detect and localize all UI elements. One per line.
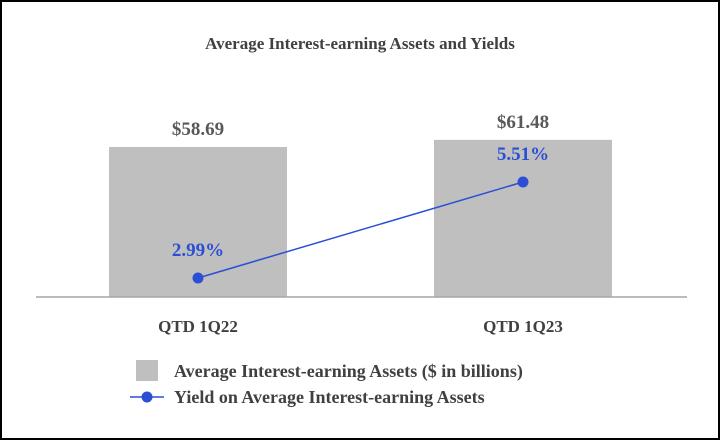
category-label-1: QTD 1Q22 bbox=[158, 317, 238, 336]
bar-value-label-1: $58.69 bbox=[172, 119, 224, 140]
yield-point-1 bbox=[192, 272, 204, 284]
legend-swatch-bars bbox=[136, 360, 158, 381]
category-labels: QTD 1Q22 QTD 1Q23 bbox=[158, 317, 563, 336]
line-layer: 2.99% 5.51% bbox=[172, 144, 549, 284]
legend: Average Interest-earning Assets ($ in bi… bbox=[130, 360, 523, 407]
bar-value-label-2: $61.48 bbox=[497, 112, 549, 133]
yield-value-label-1: 2.99% bbox=[172, 240, 224, 261]
bars-layer: $58.69 $61.48 bbox=[109, 112, 612, 297]
chart-title: Average Interest-earning Assets and Yiel… bbox=[205, 34, 515, 53]
legend-label-bars: Average Interest-earning Assets ($ in bi… bbox=[174, 361, 523, 382]
legend-marker-yield bbox=[141, 391, 153, 403]
bar-2 bbox=[434, 139, 612, 297]
legend-label-yield: Yield on Average Interest-earning Assets bbox=[174, 387, 485, 407]
category-label-2: QTD 1Q23 bbox=[483, 317, 563, 336]
bar-1 bbox=[109, 147, 287, 297]
yield-line bbox=[197, 181, 524, 279]
yield-point-2 bbox=[517, 176, 529, 188]
yield-value-label-2: 5.51% bbox=[497, 144, 549, 165]
